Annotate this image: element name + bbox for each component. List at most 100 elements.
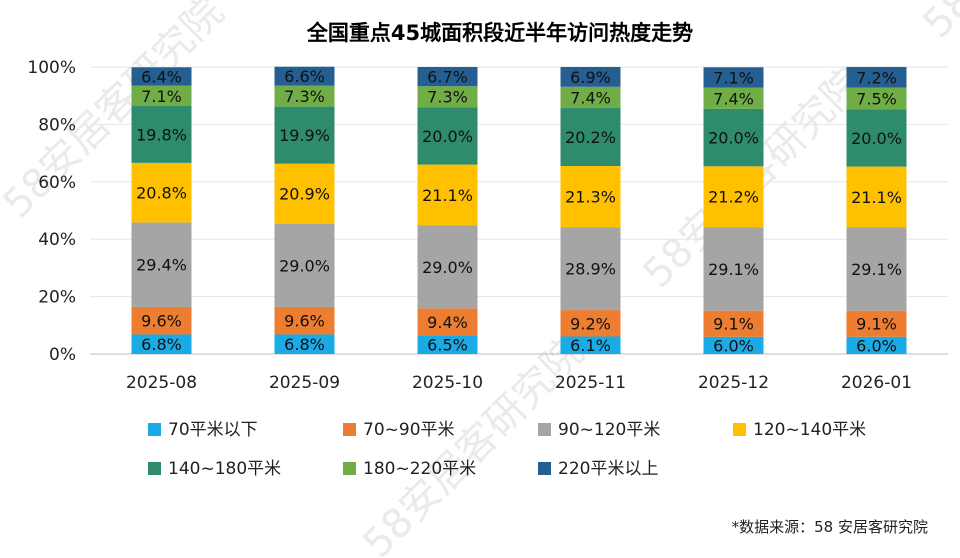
legend-swatch bbox=[343, 423, 356, 436]
bar-segment bbox=[560, 67, 621, 87]
data-labels: 6.8%9.6%29.4%20.8%19.8%7.1%6.4%6.8%9.6%2… bbox=[136, 67, 902, 355]
data-label: 6.9% bbox=[570, 68, 611, 87]
legend-swatch bbox=[343, 462, 356, 475]
bar-segment bbox=[274, 306, 335, 335]
legend-swatch bbox=[538, 423, 551, 436]
data-label: 21.3% bbox=[565, 188, 616, 207]
x-tick-label: 2025-08 bbox=[126, 373, 197, 393]
bar-segment bbox=[274, 66, 335, 86]
y-tick-label: 100% bbox=[27, 58, 76, 78]
gridlines bbox=[90, 66, 948, 355]
bar-segment bbox=[131, 162, 192, 223]
bar-segment bbox=[274, 163, 335, 224]
data-label: 9.4% bbox=[427, 313, 468, 332]
bar-segment bbox=[417, 164, 478, 226]
data-label: 6.7% bbox=[427, 68, 468, 87]
watermark-text: 58安居客研究院 bbox=[915, 0, 960, 47]
data-label: 6.6% bbox=[284, 67, 325, 86]
legend-swatch bbox=[148, 423, 161, 436]
bar-segment bbox=[560, 310, 621, 337]
bar-segment bbox=[274, 85, 335, 107]
bar-segment bbox=[131, 106, 192, 163]
data-label: 6.8% bbox=[284, 335, 325, 354]
bar-segment bbox=[417, 308, 478, 336]
data-label: 7.4% bbox=[713, 89, 754, 108]
y-tick-label: 80% bbox=[38, 115, 76, 135]
x-tick-label: 2025-11 bbox=[555, 373, 626, 393]
data-label: 7.5% bbox=[856, 89, 897, 108]
data-label: 7.1% bbox=[713, 68, 754, 87]
data-label: 7.3% bbox=[284, 87, 325, 106]
bar-segment bbox=[560, 227, 621, 311]
data-label: 9.6% bbox=[141, 312, 182, 331]
bar-segment bbox=[703, 227, 764, 311]
legend-label: 180~220平米 bbox=[363, 459, 476, 479]
data-label: 20.9% bbox=[279, 185, 330, 204]
data-label: 6.1% bbox=[570, 336, 611, 355]
bar-segment bbox=[560, 86, 621, 109]
data-label: 7.2% bbox=[856, 68, 897, 87]
data-label: 28.9% bbox=[565, 260, 616, 279]
bar-segment bbox=[703, 67, 764, 88]
bar-segment bbox=[417, 67, 478, 87]
data-label: 21.1% bbox=[422, 186, 473, 205]
bar-segment bbox=[274, 223, 335, 307]
y-tick-label: 40% bbox=[38, 230, 76, 250]
data-label: 19.9% bbox=[279, 126, 330, 145]
bar-segment bbox=[846, 336, 907, 354]
bar-segment bbox=[274, 334, 335, 354]
data-label: 29.1% bbox=[851, 260, 902, 279]
data-label: 9.1% bbox=[713, 315, 754, 334]
legend-label: 220平米以上 bbox=[558, 459, 658, 479]
legend-label: 70~90平米 bbox=[363, 420, 455, 440]
data-label: 6.0% bbox=[713, 336, 754, 355]
data-label: 20.8% bbox=[136, 184, 187, 203]
data-label: 29.1% bbox=[708, 260, 759, 279]
bar-segment bbox=[274, 106, 335, 164]
data-label: 6.5% bbox=[427, 336, 468, 355]
bar-segment bbox=[703, 310, 764, 337]
bar-segment bbox=[846, 310, 907, 337]
bar-segment bbox=[703, 87, 764, 109]
bar-segment bbox=[131, 334, 192, 354]
data-label: 21.1% bbox=[851, 188, 902, 207]
data-label: 21.2% bbox=[708, 188, 759, 207]
watermark-text: 58安居客研究院 bbox=[355, 329, 593, 558]
data-label: 29.0% bbox=[279, 256, 330, 275]
legend-label: 90~120平米 bbox=[558, 420, 660, 440]
legend: 70平米以下 70~90平米 90~120平米 120~140平米 140~180平米 1… bbox=[148, 420, 866, 479]
bar-segment bbox=[560, 166, 621, 228]
bar-segment bbox=[560, 336, 621, 354]
bar-segment bbox=[417, 86, 478, 108]
bar-segment bbox=[846, 109, 907, 167]
data-label: 7.1% bbox=[141, 87, 182, 106]
watermark-text: 58安居客研究院 bbox=[0, 0, 233, 227]
bar-segment bbox=[560, 108, 621, 167]
bar-segment bbox=[846, 166, 907, 228]
data-label: 9.2% bbox=[570, 314, 611, 333]
x-tick-label: 2025-10 bbox=[412, 373, 483, 393]
x-tick-label: 2026-01 bbox=[841, 373, 912, 393]
data-label: 20.0% bbox=[851, 129, 902, 148]
bar-segment bbox=[703, 108, 764, 167]
legend-label: 70平米以下 bbox=[168, 420, 258, 440]
data-label: 19.8% bbox=[136, 125, 187, 144]
bar-segment bbox=[131, 67, 192, 86]
y-axis: 0% 20% 40% 60% 80% 100% bbox=[27, 58, 76, 365]
bar-segment bbox=[846, 67, 907, 88]
y-tick-label: 20% bbox=[38, 288, 76, 308]
chart-title: 全国重点45城面积段近半年访问热度走势 bbox=[306, 21, 693, 45]
legend-swatch bbox=[148, 462, 161, 475]
bar-segment bbox=[703, 166, 764, 228]
data-label: 29.0% bbox=[422, 258, 473, 277]
data-label: 9.1% bbox=[856, 315, 897, 334]
legend-label: 120~140平米 bbox=[753, 420, 866, 440]
y-tick-label: 60% bbox=[38, 173, 76, 193]
data-label: 7.3% bbox=[427, 88, 468, 107]
bar-segment bbox=[417, 335, 478, 354]
bars bbox=[131, 66, 907, 354]
y-tick-label: 0% bbox=[49, 345, 76, 365]
x-tick-label: 2025-12 bbox=[698, 373, 769, 393]
data-label: 6.0% bbox=[856, 336, 897, 355]
